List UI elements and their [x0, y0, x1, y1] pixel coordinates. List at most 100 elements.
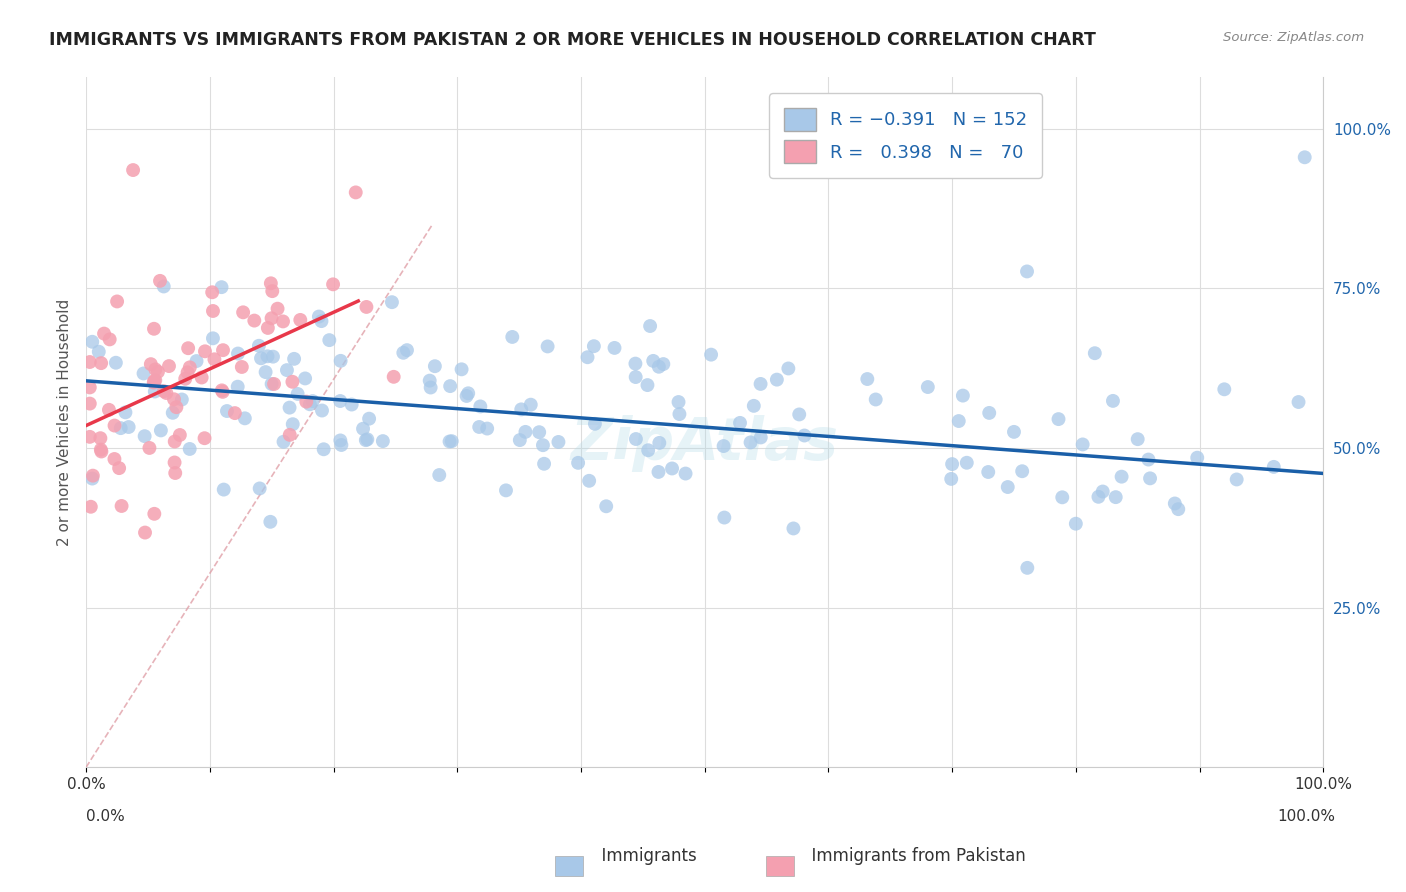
Point — [1002, 425, 1025, 439]
Point — [79, 396, 101, 410]
Point — [114, 405, 136, 419]
Point — [419, 380, 441, 394]
Point — [82, 468, 104, 483]
Point — [103, 418, 125, 433]
Point — [165, 400, 187, 414]
Point — [153, 384, 176, 399]
Point — [262, 284, 284, 298]
Point — [177, 341, 200, 355]
Point — [318, 333, 340, 347]
Point — [142, 376, 165, 390]
Point — [1052, 491, 1074, 505]
Point — [382, 369, 405, 384]
Point — [311, 314, 333, 328]
Point — [163, 434, 186, 449]
Point — [215, 404, 238, 418]
Point — [247, 339, 270, 353]
Point — [547, 434, 569, 449]
Point — [742, 399, 765, 413]
Point — [728, 416, 751, 430]
Point — [108, 461, 131, 475]
Point — [371, 434, 394, 449]
Point — [1015, 264, 1038, 278]
Point — [226, 379, 249, 393]
Point — [624, 357, 647, 371]
Point — [311, 403, 333, 417]
Point — [700, 348, 723, 362]
Point — [1087, 490, 1109, 504]
Point — [157, 359, 180, 373]
Point — [1047, 412, 1070, 426]
Point — [278, 428, 301, 442]
Point — [152, 279, 174, 293]
Point — [298, 397, 321, 411]
Point — [143, 507, 166, 521]
Point — [190, 370, 212, 384]
Point — [395, 343, 418, 358]
Point — [531, 438, 554, 452]
Point — [647, 465, 669, 479]
Point — [675, 467, 697, 481]
Point — [439, 379, 461, 393]
Point — [204, 352, 226, 367]
Point — [468, 420, 491, 434]
Point — [475, 421, 498, 435]
Point — [637, 443, 659, 458]
Point — [110, 499, 132, 513]
Point — [89, 431, 111, 445]
Point — [211, 384, 233, 398]
Point — [1187, 450, 1209, 465]
Point — [1011, 464, 1033, 478]
Point — [636, 378, 658, 392]
Point — [941, 457, 963, 471]
Point — [79, 380, 101, 394]
Point — [997, 480, 1019, 494]
Point — [778, 361, 800, 376]
Point — [440, 434, 463, 449]
Point — [979, 406, 1001, 420]
Point — [243, 313, 266, 327]
Point — [381, 295, 404, 310]
Point — [169, 428, 191, 442]
Point — [749, 376, 772, 391]
Point — [97, 402, 120, 417]
Text: Source: ZipAtlas.com: Source: ZipAtlas.com — [1223, 31, 1364, 45]
Point — [501, 330, 523, 344]
Point — [201, 285, 224, 300]
Point — [668, 395, 690, 409]
Point — [233, 411, 256, 425]
Point — [262, 350, 284, 364]
Point — [224, 406, 246, 420]
Point — [713, 439, 735, 453]
Point — [281, 417, 304, 432]
Point — [271, 314, 294, 328]
Point — [105, 294, 128, 309]
Point — [450, 362, 472, 376]
Point — [82, 334, 104, 349]
Point — [134, 525, 156, 540]
Point — [201, 331, 224, 345]
Point — [456, 389, 478, 403]
Legend: R = −0.391   N = 152, R =   0.398   N =   70: R = −0.391 N = 152, R = 0.398 N = 70 — [769, 94, 1042, 178]
Point — [749, 430, 772, 444]
Point — [260, 376, 283, 391]
Point — [134, 429, 156, 443]
Point — [578, 474, 600, 488]
Point — [1084, 346, 1107, 360]
Point — [322, 277, 344, 292]
Point — [643, 354, 665, 368]
Point — [638, 319, 661, 334]
Point — [457, 386, 479, 401]
Point — [163, 455, 186, 469]
Point — [865, 392, 887, 407]
Point — [1105, 490, 1128, 504]
Point — [276, 363, 298, 377]
Point — [260, 277, 283, 291]
Point — [495, 483, 517, 498]
Point — [260, 311, 283, 326]
Point — [93, 326, 115, 341]
Point — [143, 384, 166, 399]
Point — [356, 300, 378, 314]
Point — [329, 434, 352, 448]
Point — [1288, 395, 1310, 409]
